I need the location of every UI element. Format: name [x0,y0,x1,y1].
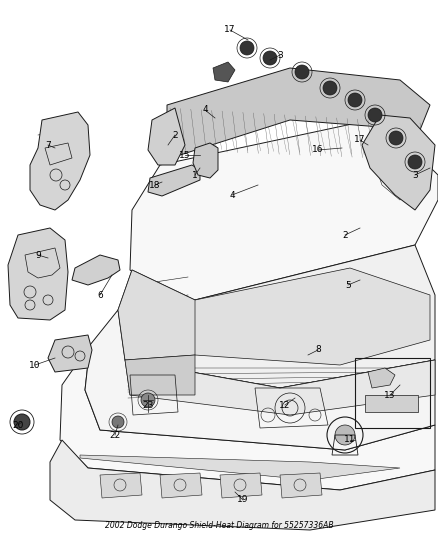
Polygon shape [220,473,262,498]
Polygon shape [362,115,435,210]
Polygon shape [60,345,435,490]
Text: 9: 9 [35,251,41,260]
Circle shape [335,425,355,445]
Text: 13: 13 [384,391,396,400]
Text: 2: 2 [172,131,178,140]
Circle shape [141,393,155,407]
Text: 5: 5 [345,280,351,289]
Text: 2: 2 [342,230,348,239]
Bar [355,358,430,428]
Polygon shape [72,255,120,285]
Text: 4: 4 [202,106,208,115]
Circle shape [389,131,403,145]
Text: 15: 15 [179,150,191,159]
Text: 18: 18 [149,181,161,190]
Text: 8: 8 [315,345,321,354]
Polygon shape [125,360,435,415]
Polygon shape [30,112,90,210]
Text: 6: 6 [97,290,103,300]
Polygon shape [193,143,218,178]
Text: 3: 3 [412,171,418,180]
Circle shape [348,93,362,107]
Text: 16: 16 [312,146,324,155]
Polygon shape [118,245,435,388]
Polygon shape [368,368,395,388]
Circle shape [295,65,309,79]
Polygon shape [118,270,195,360]
Polygon shape [50,440,435,530]
Text: 2002 Dodge Durango Shield-Heat Diagram for 55257336AB: 2002 Dodge Durango Shield-Heat Diagram f… [105,521,333,530]
Circle shape [263,51,277,65]
Text: 23: 23 [142,400,154,409]
Circle shape [408,155,422,169]
Polygon shape [8,228,68,320]
Polygon shape [125,355,195,395]
Text: 11: 11 [344,435,356,445]
Text: 7: 7 [45,141,51,149]
Text: 1: 1 [192,171,198,180]
Polygon shape [48,335,92,372]
Polygon shape [280,473,322,498]
Circle shape [368,108,382,122]
Polygon shape [80,455,400,480]
Text: 17: 17 [224,26,236,35]
Circle shape [240,41,254,55]
Polygon shape [148,165,200,196]
Circle shape [14,414,30,430]
Polygon shape [213,62,235,82]
Polygon shape [160,473,202,498]
Polygon shape [130,118,438,300]
Circle shape [112,416,124,428]
Circle shape [323,81,337,95]
Polygon shape [365,395,418,412]
Text: 20: 20 [12,421,24,430]
Polygon shape [148,108,185,165]
Text: 22: 22 [110,431,120,440]
Polygon shape [85,310,435,450]
Polygon shape [175,268,430,365]
Polygon shape [167,68,430,155]
Text: 17: 17 [354,135,366,144]
Text: 3: 3 [277,51,283,60]
Text: 4: 4 [229,190,235,199]
Polygon shape [100,473,142,498]
Text: 12: 12 [279,400,291,409]
Text: 10: 10 [29,360,41,369]
Text: 19: 19 [237,496,249,505]
